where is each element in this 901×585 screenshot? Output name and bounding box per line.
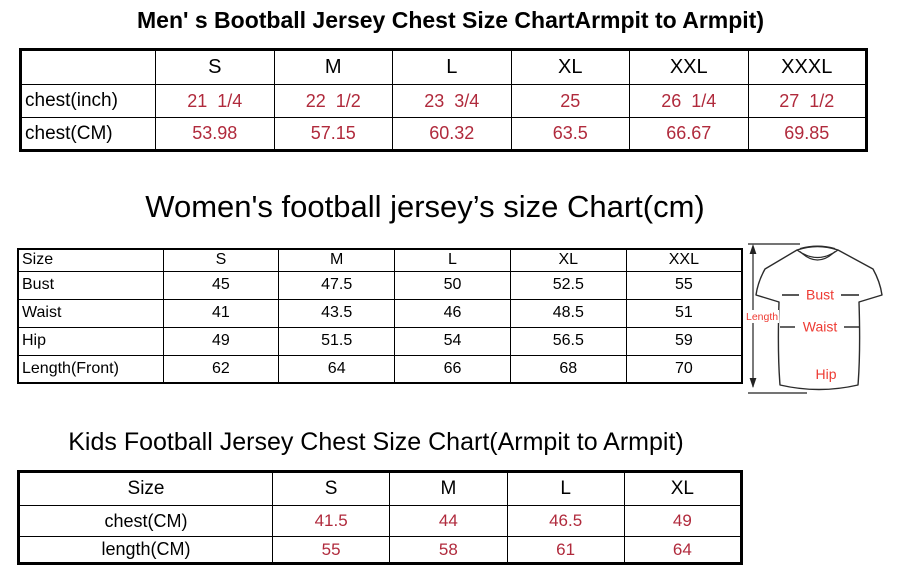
cell-value: 58 — [389, 536, 508, 564]
hip-label: Hip — [815, 366, 836, 382]
cell-value: 22 1/2 — [273, 84, 393, 118]
row-label: chest(CM) — [20, 117, 156, 151]
row-label: chest(inch) — [20, 84, 156, 118]
cell-value: 66 — [394, 354, 511, 384]
table-row: Bust 45 47.5 50 52.5 55 — [17, 270, 743, 300]
column-header: XL — [510, 49, 630, 85]
cell-value: 64 — [623, 536, 743, 564]
column-header: XL — [509, 248, 627, 272]
row-label: Waist — [17, 298, 164, 328]
cell-value: 46 — [394, 298, 511, 328]
kids-size-table: Size S M L XL chest(CM) 41.5 44 46.5 49 … — [17, 470, 743, 565]
column-header: XXXL — [747, 49, 867, 85]
tshirt-outline-icon — [755, 245, 883, 391]
mens-table-header-row: S M L XL XXL XXXL — [20, 49, 867, 85]
cell-value: 55 — [625, 270, 743, 300]
cell-value: 51.5 — [278, 326, 396, 356]
waist-label: Waist — [803, 319, 838, 335]
cell-value: 21 1/4 — [155, 84, 275, 118]
cell-value: 50 — [394, 270, 511, 300]
womens-chart-title: Women's football jersey’s size Chart(cm) — [145, 189, 705, 224]
mens-size-table: S M L XL XXL XXXL chest(inch) 21 1/4 22 … — [19, 48, 868, 152]
cell-value: 47.5 — [278, 270, 396, 300]
column-header: XXL — [629, 49, 749, 85]
row-label: Hip — [17, 326, 164, 356]
column-header: M — [273, 49, 393, 85]
column-header: S — [162, 248, 280, 272]
row-label: Length(Front) — [17, 354, 164, 384]
table-row: Waist 41 43.5 46 48.5 51 — [17, 298, 743, 328]
cell-value: 64 — [278, 354, 396, 384]
cell-value: 25 — [510, 84, 630, 118]
cell-value: 49 — [162, 326, 280, 356]
column-header: S — [271, 471, 391, 506]
column-header: L — [394, 248, 511, 272]
cell-value: 55 — [271, 536, 391, 564]
cell-value: 27 1/2 — [747, 84, 867, 118]
column-header: L — [392, 49, 512, 85]
kids-chart-title: Kids Football Jersey Chest Size Chart(Ar… — [68, 428, 684, 456]
table-row: length(CM) 55 58 61 64 — [18, 536, 743, 564]
tshirt-collar-icon — [796, 245, 839, 261]
cell-value: 53.98 — [155, 117, 275, 151]
cell-value: 52.5 — [509, 270, 627, 300]
cell-value: 60.32 — [392, 117, 512, 151]
cell-value: 68 — [509, 354, 627, 384]
cell-value: 63.5 — [510, 117, 630, 151]
bust-label: Bust — [806, 287, 834, 303]
column-header: Size — [17, 248, 164, 272]
cell-value: 41 — [162, 298, 280, 328]
cell-value: 51 — [625, 298, 743, 328]
cell-value: 23 3/4 — [392, 84, 512, 118]
column-header — [20, 49, 156, 85]
womens-size-table: Size S M L XL XXL Bust 45 47.5 50 52.5 5… — [17, 248, 743, 384]
table-row: Hip 49 51.5 54 56.5 59 — [17, 326, 743, 356]
row-label: chest(CM) — [18, 505, 273, 537]
table-row: Length(Front) 62 64 66 68 70 — [17, 354, 743, 384]
length-label-backdrop — [745, 310, 779, 323]
tshirt-measurement-diagram: Length Bust Waist Hip — [745, 243, 883, 394]
row-label: Bust — [17, 270, 164, 300]
column-header: XL — [623, 471, 743, 506]
cell-value: 45 — [162, 270, 280, 300]
cell-value: 66.67 — [629, 117, 749, 151]
measurement-lines — [780, 294, 859, 328]
mens-chart-title: Men' s Bootball Jersey Chest Size ChartA… — [137, 7, 764, 33]
cell-value: 43.5 — [278, 298, 396, 328]
cell-value: 41.5 — [271, 505, 391, 537]
column-header: Size — [18, 471, 273, 506]
column-header: M — [278, 248, 396, 272]
cell-value: 61 — [506, 536, 625, 564]
cell-value: 62 — [162, 354, 280, 384]
kids-table-header-row: Size S M L XL — [18, 471, 743, 506]
cell-value: 49 — [623, 505, 743, 537]
column-header: XXL — [625, 248, 743, 272]
table-row: chest(inch) 21 1/4 22 1/2 23 3/4 25 26 1… — [20, 84, 867, 118]
column-header: S — [155, 49, 275, 85]
cell-value: 54 — [394, 326, 511, 356]
cell-value: 57.15 — [273, 117, 393, 151]
cell-value: 48.5 — [509, 298, 627, 328]
length-label: Length — [746, 311, 778, 323]
cell-value: 69.85 — [747, 117, 867, 151]
cell-value: 26 1/4 — [629, 84, 749, 118]
row-label: length(CM) — [18, 536, 273, 564]
table-row: chest(CM) 41.5 44 46.5 49 — [18, 505, 743, 537]
womens-table-header-row: Size S M L XL XXL — [17, 248, 743, 272]
column-header: L — [506, 471, 625, 506]
cell-value: 46.5 — [506, 505, 625, 537]
cell-value: 59 — [625, 326, 743, 356]
cell-value: 44 — [389, 505, 508, 537]
table-row: chest(CM) 53.98 57.15 60.32 63.5 66.67 6… — [20, 117, 867, 151]
cell-value: 56.5 — [509, 326, 627, 356]
column-header: M — [389, 471, 508, 506]
cell-value: 70 — [625, 354, 743, 384]
